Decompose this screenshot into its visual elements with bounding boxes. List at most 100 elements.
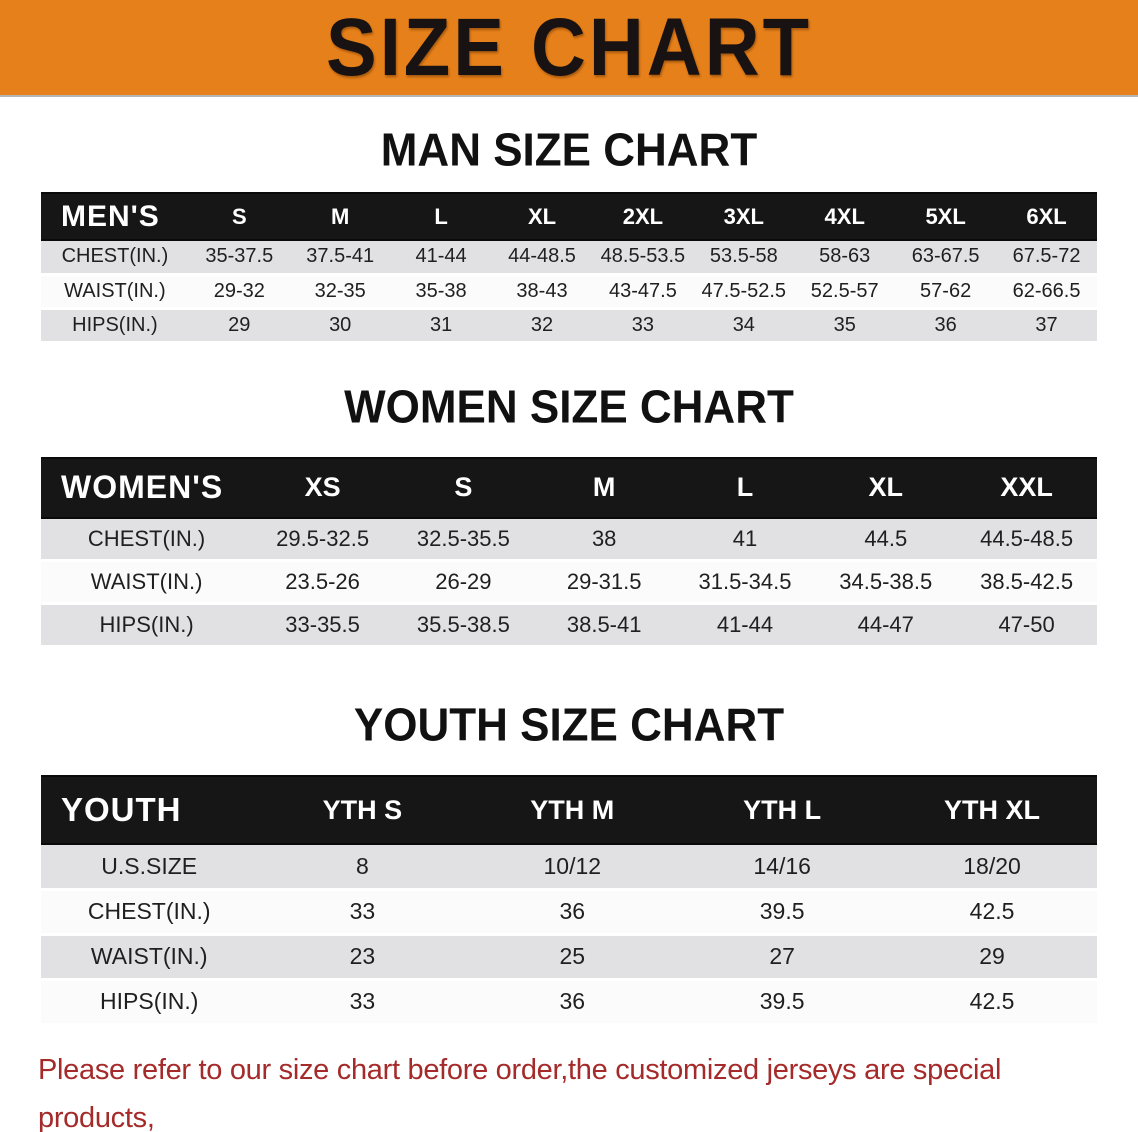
measurement-label: HIPS(IN.): [41, 978, 258, 1026]
size-value-cell: 29-32: [188, 273, 290, 310]
size-value-cell: 35: [794, 307, 896, 344]
size-column-header: XL: [815, 456, 957, 519]
size-value-cell: 8: [257, 843, 468, 891]
size-column-header: 4XL: [794, 192, 896, 241]
men-size-section: MAN SIZE CHART MEN'S S M L XL 2XL 3XL 4XL 5XL 6XL…: [0, 124, 1138, 344]
size-value-cell: 38.5-41: [533, 603, 675, 648]
size-column-header: YTH S: [257, 775, 468, 845]
size-value-cell: 62-66.5: [996, 273, 1097, 310]
size-value-cell: 42.5: [887, 978, 1097, 1026]
size-value-cell: 29-31.5: [533, 560, 675, 605]
women-size-section: WOMEN SIZE CHART WOMEN'S XS S M L XL XXL CHEST…: [0, 381, 1138, 648]
size-value-cell: 43-47.5: [592, 273, 694, 310]
measurement-row: HIPS(IN.) 33 36 39.5 42.5: [41, 978, 1097, 1026]
size-value-cell: 38: [533, 517, 675, 562]
size-value-cell: 39.5: [677, 978, 888, 1026]
measurement-label: WAIST(IN.): [41, 273, 189, 310]
size-value-cell: 32-35: [289, 273, 391, 310]
order-notice: Please refer to our size chart before or…: [0, 1046, 1138, 1132]
size-value-cell: 44-47: [815, 603, 957, 648]
size-value-cell: 35-37.5: [188, 239, 290, 276]
size-value-cell: 67.5-72: [996, 239, 1097, 276]
measurement-row: CHEST(IN.) 33 36 39.5 42.5: [41, 888, 1097, 936]
men-table-body: CHEST(IN.) 35-37.5 37.5-41 41-44 44-48.5 48.5…: [41, 239, 1097, 344]
size-value-cell: 41-44: [390, 239, 492, 276]
size-value-cell: 35-38: [390, 273, 492, 310]
size-value-cell: 37: [996, 307, 1097, 344]
size-value-cell: 57-62: [895, 273, 997, 310]
size-value-cell: 41: [674, 517, 816, 562]
size-column-header: YTH XL: [887, 775, 1097, 845]
women-size-table: WOMEN'S XS S M L XL XXL CHEST(IN.) 29.5-32.5 32.…: [41, 456, 1097, 648]
size-value-cell: 34.5-38.5: [815, 560, 957, 605]
size-column-header: YTH M: [467, 775, 678, 845]
size-value-cell: 32: [491, 307, 593, 344]
size-column-header: XXL: [956, 456, 1097, 519]
size-value-cell: 29: [887, 933, 1097, 981]
size-column-header: L: [674, 456, 816, 519]
table-header-row: WOMEN'S XS S M L XL XXL: [41, 456, 1097, 519]
size-value-cell: 18/20: [887, 843, 1097, 891]
table-header-row: YOUTH YTH S YTH M YTH L YTH XL: [41, 775, 1097, 845]
table-corner-label: MEN'S: [41, 192, 189, 241]
youth-table-header: YOUTH YTH S YTH M YTH L YTH XL: [41, 775, 1097, 845]
youth-size-section: YOUTH SIZE CHART YOUTH YTH S YTH M YTH L YTH…: [0, 700, 1138, 1026]
men-size-table: MEN'S S M L XL 2XL 3XL 4XL 5XL 6XL CHEST(IN.) 35-3…: [41, 192, 1097, 344]
size-value-cell: 53.5-58: [693, 239, 795, 276]
banner-title: SIZE CHART: [326, 1, 812, 94]
size-chart-banner: SIZE CHART: [0, 0, 1138, 97]
size-column-header: S: [188, 192, 290, 241]
measurement-row: WAIST(IN.) 29-32 32-35 35-38 38-43 43-47.5 47.…: [41, 273, 1097, 310]
order-notice-line1: Please refer to our size chart before or…: [38, 1053, 1002, 1132]
section-heading-men: MAN SIZE CHART: [380, 124, 758, 177]
size-value-cell: 39.5: [677, 888, 888, 936]
size-value-cell: 36: [895, 307, 997, 344]
youth-table-body: U.S.SIZE 8 10/12 14/16 18/20 CHEST(IN.) 33 36 39…: [41, 843, 1097, 1026]
size-value-cell: 34: [693, 307, 795, 344]
size-value-cell: 38.5-42.5: [956, 560, 1097, 605]
measurement-row: WAIST(IN.) 23 25 27 29: [41, 933, 1097, 981]
measurement-label: U.S.SIZE: [41, 843, 258, 891]
size-column-header: M: [289, 192, 391, 241]
measurement-label: WAIST(IN.): [41, 560, 253, 605]
size-value-cell: 52.5-57: [794, 273, 896, 310]
size-value-cell: 44.5: [815, 517, 957, 562]
size-value-cell: 31.5-34.5: [674, 560, 816, 605]
size-value-cell: 38-43: [491, 273, 593, 310]
size-value-cell: 31: [390, 307, 492, 344]
measurement-row: WAIST(IN.) 23.5-26 26-29 29-31.5 31.5-34.5 34…: [41, 560, 1097, 605]
size-value-cell: 23.5-26: [252, 560, 393, 605]
size-column-header: L: [390, 192, 492, 241]
measurement-label: HIPS(IN.): [41, 603, 253, 648]
measurement-row: CHEST(IN.) 29.5-32.5 32.5-35.5 38 41 44.5 44.5…: [41, 517, 1097, 562]
size-value-cell: 30: [289, 307, 391, 344]
size-column-header: 3XL: [693, 192, 795, 241]
size-value-cell: 47-50: [956, 603, 1097, 648]
size-value-cell: 33: [592, 307, 694, 344]
table-corner-label: WOMEN'S: [41, 456, 253, 519]
size-value-cell: 42.5: [887, 888, 1097, 936]
size-value-cell: 47.5-52.5: [693, 273, 795, 310]
size-column-header: 2XL: [592, 192, 694, 241]
size-value-cell: 33-35.5: [252, 603, 393, 648]
size-value-cell: 32.5-35.5: [392, 517, 534, 562]
size-column-header: XS: [252, 456, 393, 519]
women-table-header: WOMEN'S XS S M L XL XXL: [41, 456, 1097, 519]
size-value-cell: 35.5-38.5: [392, 603, 534, 648]
measurement-label: CHEST(IN.): [41, 239, 189, 276]
size-value-cell: 27: [677, 933, 888, 981]
measurement-label: CHEST(IN.): [41, 517, 253, 562]
size-value-cell: 44.5-48.5: [956, 517, 1097, 562]
size-value-cell: 37.5-41: [289, 239, 391, 276]
size-value-cell: 29.5-32.5: [252, 517, 393, 562]
youth-size-table: YOUTH YTH S YTH M YTH L YTH XL U.S.SIZE 8 10/1…: [41, 775, 1097, 1026]
size-value-cell: 10/12: [467, 843, 678, 891]
measurement-label: CHEST(IN.): [41, 888, 258, 936]
women-table-body: CHEST(IN.) 29.5-32.5 32.5-35.5 38 41 44.5 44.5…: [41, 517, 1097, 648]
size-value-cell: 33: [257, 978, 468, 1026]
table-corner-label: YOUTH: [41, 775, 258, 845]
size-value-cell: 14/16: [677, 843, 888, 891]
measurement-row: HIPS(IN.) 29 30 31 32 33 34 35 36 37: [41, 307, 1097, 344]
size-value-cell: 23: [257, 933, 468, 981]
size-column-header: YTH L: [677, 775, 888, 845]
